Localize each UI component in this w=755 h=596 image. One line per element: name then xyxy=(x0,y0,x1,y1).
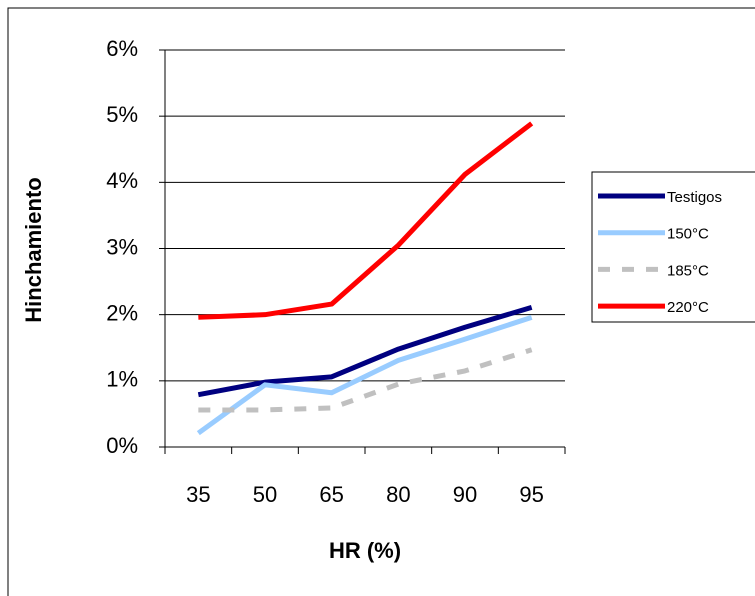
x-tick-label: 65 xyxy=(319,482,343,507)
series-line xyxy=(197,304,533,398)
legend-label: 150°C xyxy=(667,226,709,243)
x-tick-label: 35 xyxy=(186,482,210,507)
y-tick-label: 6% xyxy=(106,36,138,61)
legend-label: 220°C xyxy=(667,299,709,316)
x-tick-label: 50 xyxy=(253,482,277,507)
x-tick-label: 90 xyxy=(453,482,477,507)
legend-label: Testigos xyxy=(667,189,722,206)
y-axis-title: Hinchamiento xyxy=(21,177,46,322)
x-tick-label: 80 xyxy=(386,482,410,507)
legend-label: 185°C xyxy=(667,262,709,279)
y-tick-label: 3% xyxy=(106,234,138,259)
y-tick-label: 2% xyxy=(106,300,138,325)
y-tick-label: 5% xyxy=(106,102,138,127)
y-tick-label: 0% xyxy=(106,433,138,458)
frame xyxy=(7,7,755,596)
series-line xyxy=(198,347,533,413)
x-tick-label: 95 xyxy=(519,482,543,507)
series-line xyxy=(196,314,533,436)
y-tick-label: 1% xyxy=(106,367,138,392)
x-axis-title: HR (%) xyxy=(329,538,401,563)
series-line xyxy=(198,121,534,320)
y-tick-label: 4% xyxy=(106,168,138,193)
